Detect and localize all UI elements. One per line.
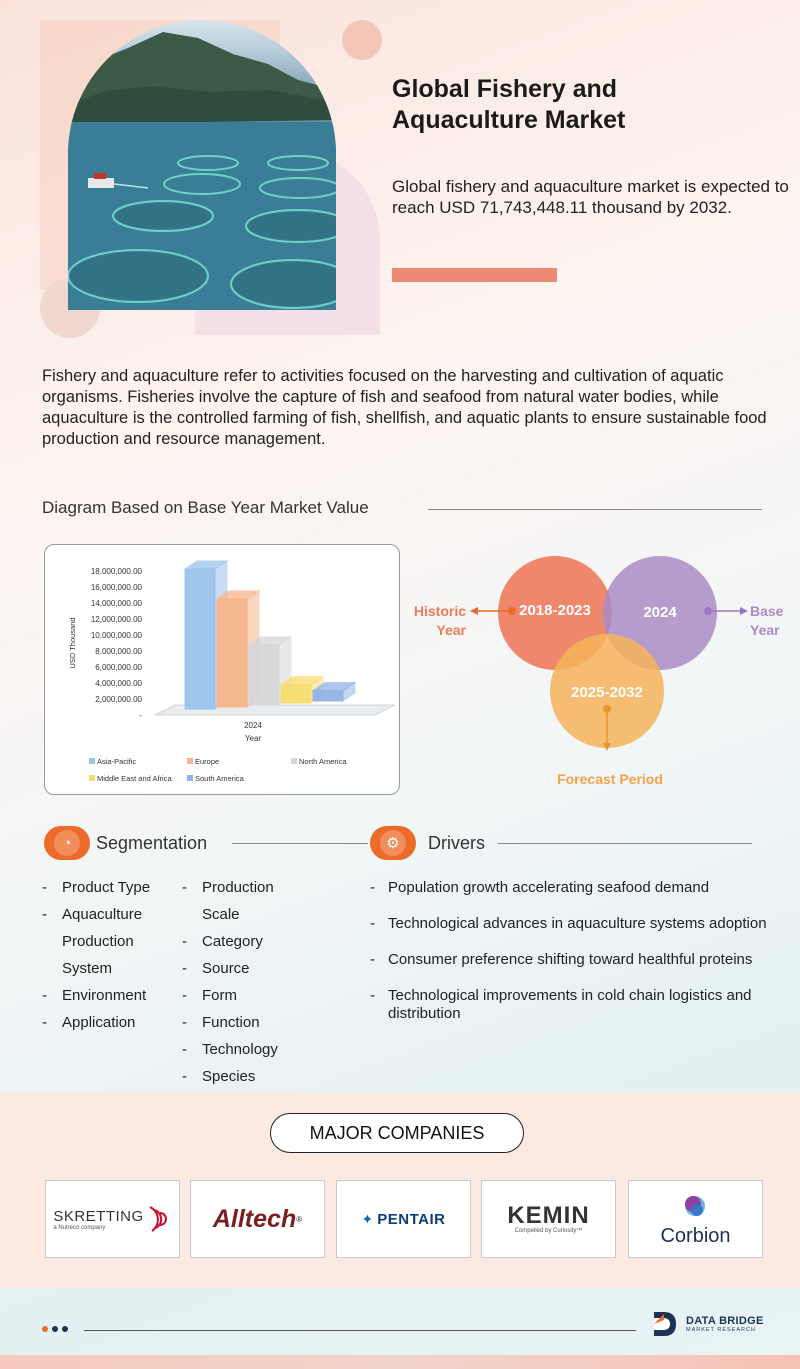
market-summary: Global fishery and aquaculture market is… [392,177,789,217]
divider [232,843,368,844]
legend-swatch [187,758,193,764]
legend-swatch [89,775,95,781]
y-tick-label: 4,000,000.00 [95,679,142,688]
bar-middle-east-and-africa [280,684,312,704]
legend-entry: South America [195,774,245,783]
logo-kemin: KEMIN Compelled by Curiosity™ [481,1180,616,1258]
legend-entry: Asia-Pacific [97,757,136,766]
y-tick-label: - [139,711,142,720]
drivers-list: - Population growth accelerating seafood … [370,879,770,1041]
legend-swatch [187,775,193,781]
list-item: - Species [182,1068,256,1085]
bar-south-america [312,690,344,702]
drivers-heading: Drivers [428,833,485,853]
base-range: 2024 [643,604,677,621]
y-tick-label: 2,000,000.00 [95,695,142,704]
list-item: - Population growth accelerating seafood … [370,879,710,896]
y-tick-label: 10,000,000.00 [91,631,143,640]
bar-north-america [248,644,280,706]
forecast-range: 2025-2032 [571,684,643,701]
y-tick-label: 8,000,000.00 [95,647,142,656]
list-item: - Aquaculture Production System [42,906,143,977]
y-tick-label: 14,000,000.00 [91,599,143,608]
list-item: - Technology [182,1041,278,1058]
hero-aquaculture-photo [68,20,336,310]
historic-label: Historic [414,603,466,619]
logo-pentair: ✦ PENTAIR [336,1180,471,1258]
footer-dots [42,1326,68,1332]
companies-heading: MAJOR COMPANIES [270,1113,524,1153]
legend-swatch [291,758,297,764]
logo-corbion: Corbion [628,1180,763,1258]
base-label: Base [750,603,784,619]
logo-skretting: SKRETTING a Nutreco company [45,1180,180,1258]
y-tick-label: 18,000,000.00 [91,567,143,576]
legend-entry: North America [299,757,347,766]
accent-bar [392,268,557,282]
y-tick-label: 16,000,000.00 [91,583,143,592]
divider [428,509,762,510]
drivers-icon-badge: ⚙ [370,826,416,860]
pie-chart-icon: ◔ [54,830,80,856]
segmentation-list-2: - Production Scale - Category - Source - For… [182,874,302,1090]
list-item: - Technological advances in aquaculture s… [370,915,767,932]
list-item: - Product Type [42,879,151,896]
segmentation-list-1: - Product Type - Aquaculture Production Sy… [42,874,177,1036]
list-item: - Technological improvements in cold chai… [370,987,752,1022]
logo-alltech: Alltech ® [190,1180,325,1258]
list-item: - Source [182,960,250,977]
list-item: - Function [182,1014,260,1031]
bar-asia-pacific [184,568,216,710]
x-axis-label: Year [245,734,262,743]
timeline-venn: 2018-2023 2024 2025-2032 Historic Year B… [410,545,795,795]
x-tick-label: 2024 [244,721,262,730]
forecast-circle [550,634,664,748]
footer-divider [84,1330,636,1331]
data-bridge-logo-icon [654,1312,676,1336]
brand-subtitle: MARKET RESEARCH [686,1327,756,1333]
diagram-heading: Diagram Based on Base Year Market Value [42,498,369,517]
gears-icon: ⚙ [380,830,406,856]
divider [498,843,752,844]
segmentation-heading: Segmentation [96,833,208,853]
decor-circle [342,20,382,60]
list-item: - Production Scale [182,879,274,923]
list-item: - Environment [42,987,147,1004]
y-tick-label: 6,000,000.00 [95,663,142,672]
legend-entry: Europe [195,757,219,766]
bottom-strip [0,1355,800,1369]
market-definition: Fishery and aquaculture refer to activit… [42,367,767,448]
brand-logo: DATA BRIDGE MARKET RESEARCH [650,1308,764,1340]
list-item: - Category [182,933,263,950]
brand-name: DATA BRIDGE [686,1315,764,1327]
bar-chart-svg: 18,000,000.00 16,000,000.00 14,000,000.00 1… [68,560,396,783]
list-item: - Application [42,1014,136,1031]
market-value-chart: 18,000,000.00 16,000,000.00 14,000,000.00 1… [44,544,400,795]
bar-europe [216,598,248,708]
list-item: - Form [182,987,237,1004]
base-label-2: Year [750,622,780,638]
forecast-label: Forecast Period [557,771,663,787]
historic-range: 2018-2023 [519,602,591,619]
y-axis-label: USD Thousand [68,617,77,668]
legend-swatch [89,758,95,764]
segmentation-icon-badge: ◔ [44,826,90,860]
y-tick-label: 12,000,000.00 [91,615,143,624]
list-item: - Consumer preference shifting toward hea… [370,951,753,968]
historic-label-2: Year [436,622,466,638]
page-title: Global Fishery and Aquaculture Market [392,75,626,134]
legend-entry: Middle East and Africa [97,774,172,783]
